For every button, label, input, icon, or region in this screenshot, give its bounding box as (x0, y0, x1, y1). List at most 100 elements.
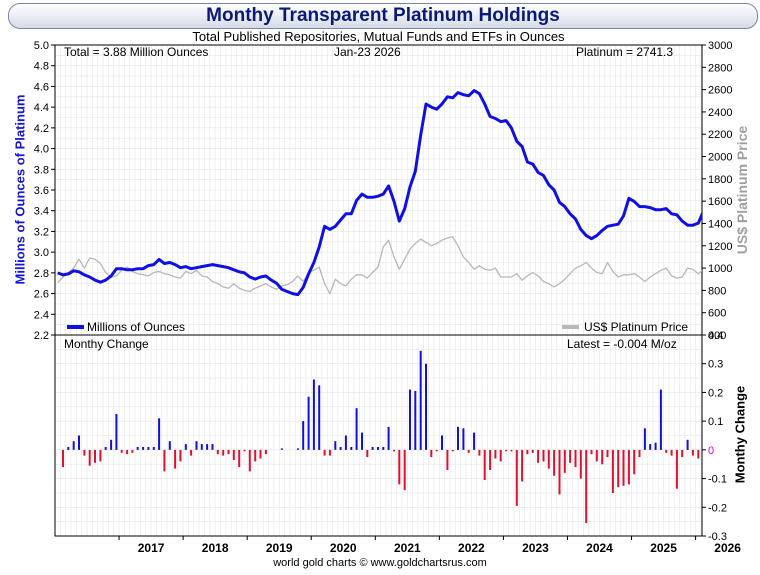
change-bar (585, 449, 588, 524)
change-bar (499, 449, 502, 462)
left-axis-tick-label: 2.2 (34, 330, 49, 342)
change-bar (531, 449, 534, 453)
left-axis-tick-label: 3.0 (34, 247, 49, 259)
left-axis-tick-label: 3.8 (34, 164, 49, 176)
change-bar (393, 449, 395, 452)
change-bar (462, 428, 465, 450)
change-bar (627, 449, 630, 485)
change-bar (248, 449, 251, 472)
change-bar (339, 447, 342, 450)
change-bar (446, 449, 449, 470)
change-bar (78, 435, 80, 450)
change-bar (451, 449, 454, 452)
change-axis-tick-label: 0.2 (708, 387, 723, 399)
chart-subtitle: Total Published Repositories, Mutual Fun… (192, 29, 565, 44)
change-bar (703, 450, 705, 470)
axis-ticks: 2.2 2.4 2.6 2.8 3.0 3.2 3.4 3.6 3.8 4.0 4.2 4.4 4.6 4… (34, 40, 742, 555)
change-bar (361, 432, 363, 450)
change-bar (425, 363, 427, 450)
change-axis-tick-label: 0 (708, 445, 714, 457)
right-axis-tick-label: 3000 (708, 40, 732, 52)
change-bar (254, 449, 257, 462)
change-bar (542, 449, 545, 462)
change-bar (264, 449, 267, 455)
change-bar (377, 447, 379, 450)
change-bar (398, 449, 401, 485)
credit-line: world gold charts © www.goldchartsrus.co… (273, 557, 487, 569)
right-axis-title: US$ Platinum Price (734, 125, 750, 255)
change-bar (227, 449, 230, 455)
change-bar (318, 385, 321, 450)
change-bar (350, 447, 353, 450)
change-bar (563, 449, 566, 473)
change-bar (558, 449, 561, 495)
change-bar (216, 449, 219, 455)
change-axis-tick-label: -0.2 (708, 502, 727, 514)
change-bar (147, 447, 150, 450)
bottom-axis-title: Monthy Change (732, 385, 748, 484)
x-axis-tick-label: 2020 (330, 541, 357, 555)
change-bar (537, 449, 540, 463)
change-bar (579, 449, 582, 479)
change-bar (670, 449, 673, 456)
change-bar (371, 447, 374, 450)
right-axis-tick-label: 1800 (708, 174, 732, 186)
right-axis-tick-label: 2600 (708, 85, 732, 97)
change-bar (67, 447, 70, 450)
change-bar (355, 408, 358, 450)
change-axis-tick-label: 0.1 (708, 416, 723, 428)
change-bar (94, 449, 96, 463)
legend-price: US$ Platinum Price (562, 320, 688, 334)
change-bar (243, 449, 246, 452)
total-holdings-label: Total = 3.88 Million Ounces (64, 45, 209, 59)
change-bar (574, 449, 577, 468)
change-bar (195, 441, 198, 450)
change-bar (430, 449, 433, 458)
change-bar (206, 444, 209, 450)
legend-holdings: Millions of Ounces (67, 320, 185, 334)
right-axis-tick-label: 800 (708, 285, 726, 297)
x-axis-tick-label: 2021 (394, 541, 421, 555)
left-axis-tick-label: 4.8 (34, 61, 49, 73)
change-bar (473, 432, 476, 450)
change-bar (168, 441, 171, 450)
right-axis-tick-label: 1200 (708, 241, 732, 253)
change-bar (259, 449, 262, 459)
change-bar (110, 439, 113, 450)
change-bar (457, 426, 459, 450)
change-bar (441, 435, 443, 450)
change-bar (88, 449, 91, 466)
change-bar (211, 444, 214, 450)
price-series (57, 236, 702, 295)
x-axis-tick-label: 2019 (266, 541, 293, 555)
change-bar (222, 449, 225, 456)
change-axis-tick-label: -0.1 (708, 474, 727, 486)
left-axis-tick-label: 2.8 (34, 268, 49, 280)
change-bar (115, 414, 118, 450)
change-bar (659, 389, 662, 450)
left-axis-tick-label: 2.4 (34, 309, 49, 321)
change-bar (729, 450, 731, 456)
change-bar (323, 449, 326, 456)
right-axis-tick-label: 1600 (708, 196, 732, 208)
right-axis-tick-label: 600 (708, 308, 726, 320)
change-bar (302, 421, 305, 450)
legend-holdings-label: Millions of Ounces (87, 320, 185, 334)
left-axis-tick-label: 3.2 (34, 226, 49, 238)
change-bar (334, 441, 337, 450)
change-bar (366, 449, 369, 458)
change-bar (601, 449, 604, 465)
x-axis-tick-label: 2017 (138, 541, 165, 555)
change-bar (136, 447, 139, 450)
change-bar (553, 449, 556, 476)
change-bar (120, 449, 123, 453)
change-bar (307, 396, 310, 450)
change-bar (665, 449, 668, 453)
right-axis-tick-label: 2000 (708, 152, 732, 164)
change-bar (414, 391, 417, 450)
change-bar (152, 447, 155, 450)
x-axis-tick-label: 2023 (522, 541, 549, 555)
date-label: Jan-23 2026 (334, 45, 401, 59)
change-bar (467, 449, 470, 453)
